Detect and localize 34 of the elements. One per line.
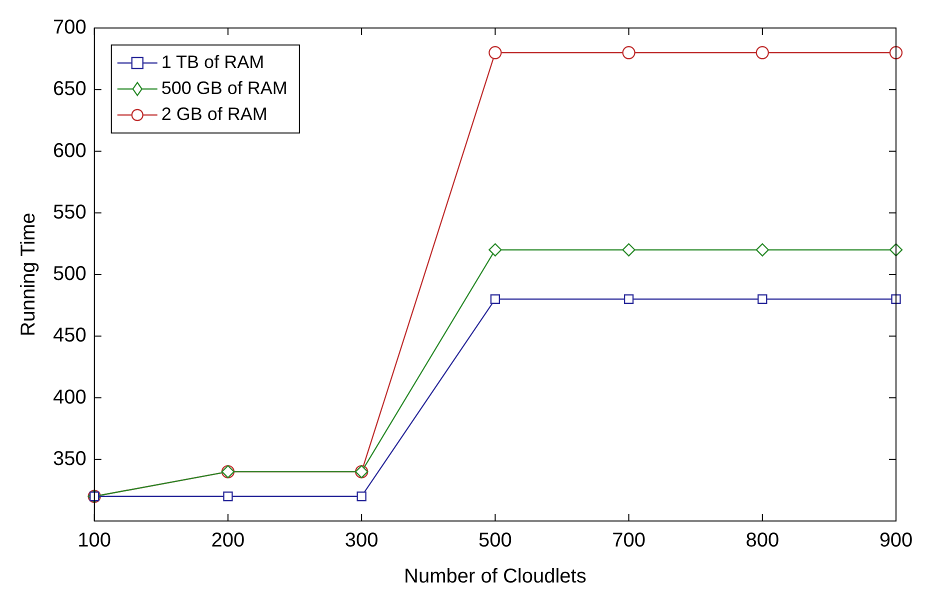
point: [889, 46, 903, 60]
x-tick-label: 700: [612, 530, 646, 552]
point: [889, 243, 903, 256]
point: [488, 243, 502, 256]
point: [756, 46, 769, 60]
y-tick-label: 700: [52, 16, 86, 39]
y-tick-label: 650: [52, 78, 86, 100]
y-tick-label: 400: [52, 386, 86, 408]
x-tick-label: 200: [211, 530, 245, 552]
point: [488, 46, 502, 60]
x-tick-label: 800: [746, 530, 780, 552]
x-tick-label: 100: [78, 530, 112, 552]
point: [622, 46, 636, 60]
x-tick-label: 500: [478, 530, 512, 552]
x-axis-title: Number of Cloudlets: [404, 566, 586, 588]
point: [223, 492, 233, 502]
x-tick-label: 900: [879, 530, 913, 552]
y-tick-label: 450: [52, 324, 86, 347]
point: [756, 243, 769, 256]
y-tick-label: 500: [52, 263, 86, 286]
point: [624, 294, 634, 304]
point: [891, 294, 901, 304]
y-tick-label: 350: [52, 448, 86, 470]
y-tick-label: 550: [52, 201, 86, 224]
y-axis-title: Running Time: [18, 212, 40, 336]
y-tick-label: 600: [52, 140, 86, 162]
legend-label: 500 GB of RAM: [161, 78, 288, 98]
legend-label: 2 GB of RAM: [161, 104, 268, 124]
x-tick-label: 300: [344, 530, 378, 552]
point: [356, 492, 366, 502]
legend-label: 1 TB of RAM: [161, 52, 264, 72]
point: [758, 294, 768, 304]
point: [490, 294, 500, 304]
point: [622, 243, 636, 256]
